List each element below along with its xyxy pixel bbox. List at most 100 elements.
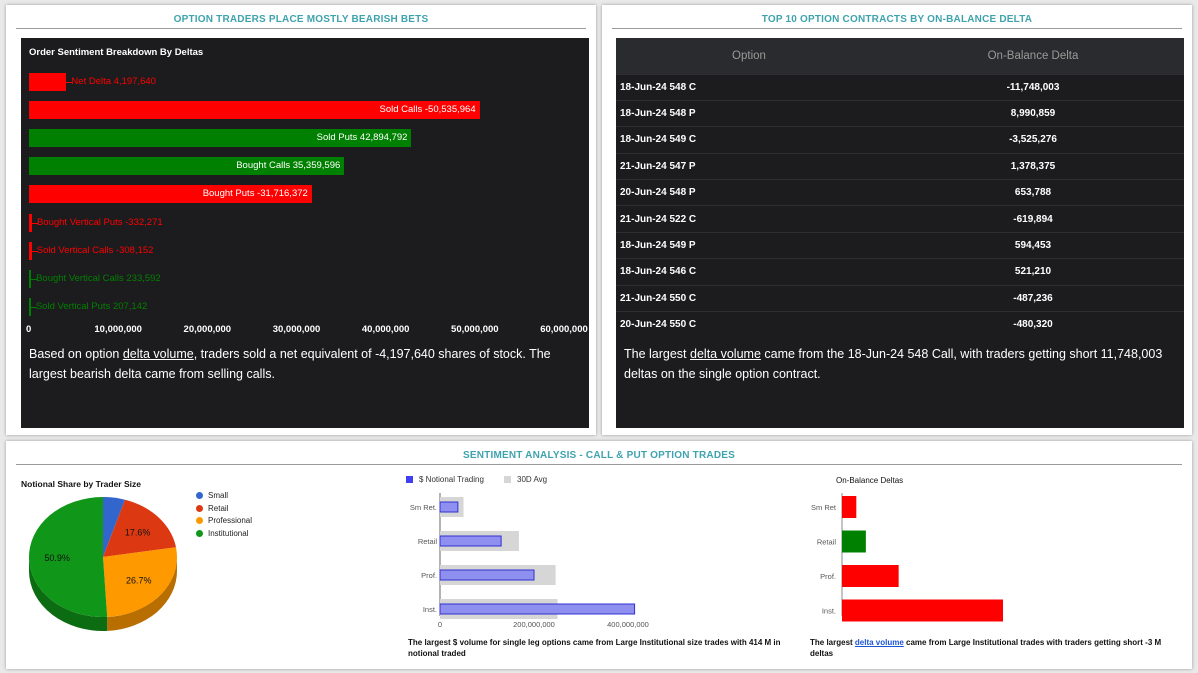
option-cell: 18-Jun-24 549 P <box>616 231 882 259</box>
x-tick-label: 50,000,000 <box>451 324 499 335</box>
column-header-on-balance-delta[interactable]: On-Balance Delta <box>882 38 1184 74</box>
delta-cell: -487,236 <box>882 284 1184 312</box>
option-cell: 21-Jun-24 550 C <box>616 284 882 312</box>
delta-cell: -480,320 <box>882 311 1184 338</box>
pie-slice[interactable] <box>103 547 177 617</box>
obd-bar[interactable] <box>842 530 866 553</box>
order-sentiment-panel: OPTION TRADERS PLACE MOSTLY BEARISH BETS… <box>6 5 596 435</box>
legend-item[interactable]: Institutional <box>196 529 248 538</box>
delta-bar[interactable] <box>29 213 32 232</box>
notional-caption: The largest $ volume for single leg opti… <box>408 638 781 658</box>
delta-bar-label: Sold Calls -50,535,964 <box>379 104 476 116</box>
pie-slice[interactable] <box>103 497 125 557</box>
delta-volume-link[interactable]: delta volume <box>122 347 194 361</box>
delta-bar[interactable] <box>29 185 312 204</box>
delta-cell: -3,525,276 <box>882 126 1184 154</box>
delta-label-connector <box>31 250 38 252</box>
delta-bar-label: Net Delta 4,197,640 <box>71 76 156 87</box>
top-contracts-card: Option On-Balance Delta 18-Jun-24 548 C-… <box>616 38 1184 428</box>
sentiment-summary: Based on option delta volume, traders so… <box>29 344 579 384</box>
pie-slice-side <box>29 557 108 631</box>
notional-bar-chart: Sm Ret. Retail Prof. Inst.0 200,000,000 400,0… <box>410 493 649 629</box>
delta-bar[interactable] <box>29 129 412 148</box>
delta-cell: -619,894 <box>882 205 1184 233</box>
pie-slice[interactable] <box>103 499 177 557</box>
obd-chart-title: On-Balance Deltas <box>836 476 904 485</box>
delta-bar-label: Bought Vertical Puts -332,271 <box>36 216 163 228</box>
legend-label: Professional <box>208 516 253 525</box>
notional-bar[interactable] <box>439 535 502 547</box>
pie-slice-side <box>107 557 177 631</box>
x-tick-label: 40,000,000 <box>361 324 410 335</box>
delta-cell: 521,210 <box>882 258 1184 286</box>
legend-item[interactable]: Retail <box>196 504 228 513</box>
category-label: Sm Ret <box>811 503 837 512</box>
table-row[interactable]: 18-Jun-24 549 C -3,525,276 <box>616 126 1184 154</box>
delta-cell: 8,990,859 <box>882 99 1184 127</box>
delta-bar[interactable] <box>29 101 480 120</box>
summary-text-rest: came from the 18-Jun-24 548 Call, with t… <box>624 347 1163 381</box>
table-row[interactable]: 20-Jun-24 550 C -480,320 <box>616 311 1184 338</box>
obd-bar[interactable] <box>842 599 1003 622</box>
legend-swatch <box>196 492 203 500</box>
obd-caption: The largest delta volume came from Large… <box>810 637 1182 659</box>
table-row[interactable]: 18-Jun-24 548 C -11,748,003 <box>616 73 1184 101</box>
legend-swatch <box>406 476 413 484</box>
legend-label: Institutional <box>208 528 249 538</box>
delta-label-connector <box>66 82 73 83</box>
delta-bar[interactable] <box>29 297 31 316</box>
table-row[interactable]: 18-Jun-24 546 C 521,210 <box>616 258 1184 286</box>
table-row[interactable]: 18-Jun-24 549 P 594,453 <box>616 231 1184 259</box>
contracts-summary: The largest delta volume came from the 1… <box>624 344 1174 384</box>
legend-item[interactable]: $ Notional Trading <box>406 475 484 484</box>
summary-text-rest: , traders sold a net equivalent of -4,19… <box>29 347 551 381</box>
legend-item[interactable]: Professional <box>196 516 252 525</box>
legend-swatch <box>196 529 203 537</box>
delta-bar[interactable] <box>29 73 67 91</box>
category-label: Retail <box>817 538 837 547</box>
table-row[interactable]: 20-Jun-24 548 P 653,788 <box>616 179 1184 206</box>
x-tick-label: 400,000,000 <box>607 620 649 629</box>
obd-bar[interactable] <box>842 565 899 587</box>
legend-item[interactable]: 30D Avg <box>504 475 547 484</box>
table-row[interactable]: 21-Jun-24 522 C -619,894 <box>616 205 1184 233</box>
notional-bar[interactable] <box>439 603 636 615</box>
table-row[interactable]: 21-Jun-24 547 P 1,378,375 <box>616 152 1184 180</box>
delta-bar[interactable] <box>29 157 345 176</box>
trader-size-pie-chart: 17.6% 26.7% 50.9% <box>28 497 177 631</box>
pie-slice[interactable] <box>28 497 108 617</box>
x-tick-label: 200,000,000 <box>513 620 555 629</box>
category-label: Inst. <box>822 607 836 616</box>
notional-bar[interactable] <box>439 501 459 513</box>
delta-volume-link[interactable]: delta volume <box>690 347 761 361</box>
option-cell: 18-Jun-24 548 P <box>616 99 882 127</box>
sentiment-analysis-panel: SENTIMENT ANALYSIS - CALL & PUT OPTION T… <box>6 441 1192 669</box>
column-header-option[interactable]: Option <box>616 38 882 74</box>
option-cell: 21-Jun-24 547 P <box>616 152 882 180</box>
option-cell: 21-Jun-24 522 C <box>616 205 882 233</box>
delta-bar-label: Sold Vertical Puts 207,142 <box>35 300 148 312</box>
summary-text: Based on option <box>29 347 123 361</box>
delta-bar[interactable] <box>29 269 32 288</box>
notional-bar[interactable] <box>439 569 535 581</box>
pie-slice-label: 17.6% <box>125 528 151 538</box>
table-row[interactable]: 21-Jun-24 550 C -487,236 <box>616 284 1184 312</box>
option-cell: 18-Jun-24 549 C <box>616 126 882 154</box>
delta-volume-link[interactable]: delta volume <box>854 638 904 647</box>
obd-bar[interactable] <box>842 496 857 518</box>
delta-bar-label: Bought Puts -31,716,372 <box>202 188 308 200</box>
option-cell: 18-Jun-24 548 C <box>616 73 882 101</box>
pie-slice-label: 26.7% <box>126 575 152 585</box>
delta-bar[interactable] <box>29 241 32 260</box>
on-balance-delta-bar-chart: Sm Ret Retail Prof. Inst. <box>811 493 1003 622</box>
title-divider <box>16 28 586 29</box>
top-contracts-panel: TOP 10 OPTION CONTRACTS BY ON-BALANCE DE… <box>602 5 1192 435</box>
caption-text-rest: came from Large Institutional trades wit… <box>810 638 1162 658</box>
legend-label: Small <box>208 491 229 500</box>
legend-item[interactable]: Small <box>196 491 228 500</box>
legend-swatch <box>196 517 203 525</box>
table-row[interactable]: 18-Jun-24 548 P 8,990,859 <box>616 99 1184 127</box>
legend-swatch <box>504 476 511 484</box>
x-tick-label: 0 <box>26 324 32 335</box>
table-header: Option On-Balance Delta <box>616 38 1184 74</box>
